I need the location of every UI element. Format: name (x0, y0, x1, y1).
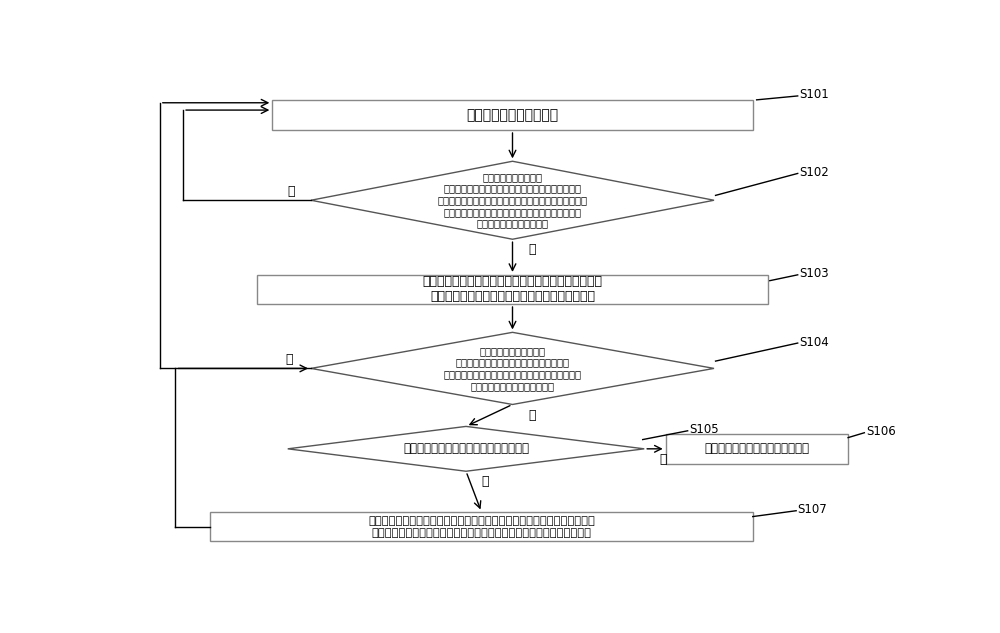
Text: 根据所述关联关系获得所述筛选数据网络的下一层级中
与所述第一个业务数据实体相关联的下一层级节点: 根据所述关联关系获得所述筛选数据网络的下一层级中 与所述第一个业务数据实体相关联… (422, 275, 602, 303)
Text: S105: S105 (689, 423, 719, 436)
Text: 否: 否 (660, 453, 667, 466)
Text: S103: S103 (799, 267, 829, 280)
Text: 将所述事实数据作为目标数据输出: 将所述事实数据作为目标数据输出 (704, 442, 809, 455)
Text: S101: S101 (799, 89, 829, 101)
Text: 判断下一层级节点对应的
业务数据实体与所述事实数据对应的下一个
业务数据实体是否相同，且所述下一个业务数据实体
满足预设的下一层级的筛选条件: 判断下一层级节点对应的 业务数据实体与所述事实数据对应的下一个 业务数据实体是否… (444, 346, 582, 391)
Bar (272, 100, 753, 130)
Polygon shape (288, 427, 644, 471)
Text: S102: S102 (799, 166, 829, 179)
Text: 是: 是 (528, 409, 536, 422)
Text: S106: S106 (866, 425, 896, 438)
Text: 是: 是 (482, 475, 489, 489)
Text: 根据所述关联关系获得所述筛选数据网络的再下一层级中与所述下一个业务
数据实体相关联的再下一层级节点，将再下一层级节点作为下一层级节点: 根据所述关联关系获得所述筛选数据网络的再下一层级中与所述下一个业务 数据实体相关… (368, 516, 595, 537)
Text: S107: S107 (798, 503, 827, 517)
Text: 判断所述筛选数据网络是否有再下一层级: 判断所述筛选数据网络是否有再下一层级 (403, 442, 529, 455)
Polygon shape (311, 161, 714, 239)
Bar (666, 434, 848, 464)
Text: S104: S104 (799, 335, 829, 349)
Bar (257, 275, 768, 304)
Bar (210, 512, 753, 541)
Polygon shape (311, 332, 714, 404)
Text: 获取一条待处理事实数据: 获取一条待处理事实数据 (466, 108, 559, 122)
Text: 否: 否 (288, 185, 295, 198)
Text: 是: 是 (528, 244, 536, 256)
Text: 将所述事实数据输入至
所述筛选数据网络的第一层级，判断第一层级中是否
有节点对应的业务数据实体与所述事实数据对应的第一个
业务数据实体相同，且所述第一个业务数据: 将所述事实数据输入至 所述筛选数据网络的第一层级，判断第一层级中是否 有节点对应… (438, 172, 588, 229)
Text: 否: 否 (286, 353, 293, 366)
